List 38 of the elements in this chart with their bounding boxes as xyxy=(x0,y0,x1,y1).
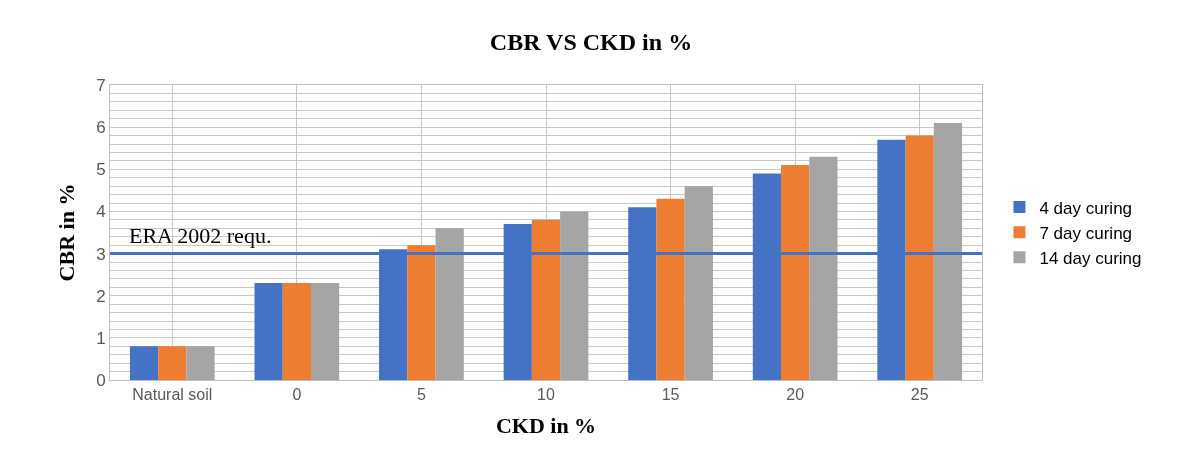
x-tick-label: 10 xyxy=(537,386,555,404)
x-tick-label: 0 xyxy=(292,386,302,404)
x-tick-label: Natural soil xyxy=(132,386,213,404)
bar xyxy=(129,346,159,380)
bar xyxy=(282,283,311,380)
legend-label: 7 day curing xyxy=(1039,223,1133,243)
bar xyxy=(310,283,340,380)
y-tick-label: 3 xyxy=(96,244,106,264)
chart-title: CBR VS CKD in % xyxy=(489,28,693,55)
bar xyxy=(186,346,215,380)
bar xyxy=(809,156,838,380)
x-tick-label: 5 xyxy=(416,386,426,404)
x-tick-label: 15 xyxy=(661,386,680,404)
y-tick-label: 6 xyxy=(96,118,106,138)
bar xyxy=(531,219,561,380)
bar xyxy=(158,346,187,380)
y-tick-label: 2 xyxy=(96,286,106,306)
bar xyxy=(254,283,283,380)
bar xyxy=(781,165,810,380)
bar xyxy=(407,245,436,380)
y-axis-title: CBR in % xyxy=(53,183,79,282)
x-axis-title: CKD in % xyxy=(495,413,597,439)
y-tick-label: 5 xyxy=(96,160,106,180)
y-tick-label: 4 xyxy=(96,202,106,222)
bar xyxy=(560,211,589,380)
x-tick-label: 25 xyxy=(910,386,929,404)
bar xyxy=(435,228,464,380)
legend-label: 14 day curing xyxy=(1039,248,1142,268)
bar xyxy=(656,198,685,380)
y-tick-label: 1 xyxy=(96,328,106,348)
legend-label: 4 day curing xyxy=(1039,198,1133,218)
y-tick-label: 0 xyxy=(96,370,106,390)
bar xyxy=(933,122,963,380)
ref-line-label: ERA 2002 requ. xyxy=(129,223,272,248)
bar xyxy=(684,186,713,380)
y-tick-label: 7 xyxy=(96,75,106,95)
bar xyxy=(905,135,934,380)
x-tick-label: 20 xyxy=(786,386,805,404)
